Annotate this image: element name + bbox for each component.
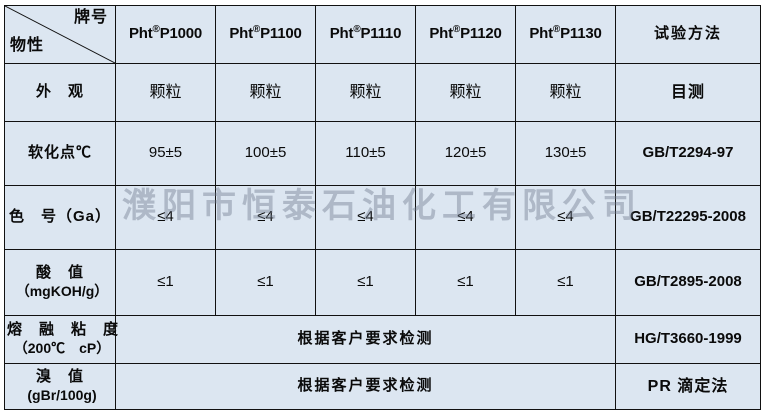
registered-trademark-icon: ® bbox=[452, 24, 461, 36]
table-row-color-number: 色 号（Ga） ≤4 ≤4 ≤4 ≤4 ≤4 GB/T22295-2008 bbox=[4, 185, 761, 250]
cell-acid-value-p1000: ≤1 bbox=[115, 249, 216, 316]
cell-method-bromine-value: PR 滴定法 bbox=[615, 363, 761, 410]
cell-appearance-p1100: 颗粒 bbox=[215, 63, 316, 122]
row-label-unit: （200℃ cP） bbox=[13, 340, 111, 357]
cell-acid-value-p1120: ≤1 bbox=[415, 249, 516, 316]
cell-acid-value-p1100: ≤1 bbox=[215, 249, 316, 316]
row-label-main: 熔 融 粘 度 bbox=[7, 321, 120, 339]
cell-color-number-p1110: ≤4 bbox=[315, 185, 416, 250]
grade-model: P1100 bbox=[260, 25, 302, 43]
corner-brand-label: 牌号 bbox=[73, 9, 108, 26]
cell-color-number-p1000: ≤4 bbox=[115, 185, 216, 250]
cell-method-color-number: GB/T22295-2008 bbox=[615, 185, 761, 250]
product-specification-table: 牌号 物性 Pht®P1000 Pht®P1100 Pht®P1110 Pht®… bbox=[4, 5, 761, 410]
column-header-test-method: 试验方法 bbox=[615, 5, 761, 64]
row-label-main: 酸 值 bbox=[35, 264, 84, 282]
table-header-row: 牌号 物性 Pht®P1000 Pht®P1100 Pht®P1110 Pht®… bbox=[4, 5, 761, 64]
grade-model: P1120 bbox=[460, 25, 502, 43]
table-row-melt-viscosity: 熔 融 粘 度 （200℃ cP） 根据客户要求检测 HG/T3660-1999 bbox=[4, 315, 761, 364]
grade-model: P1130 bbox=[560, 25, 602, 43]
row-label-color-number: 色 号（Ga） bbox=[4, 185, 116, 250]
table-row-softening-point: 软化点℃ 95±5 100±5 110±5 120±5 130±5 GB/T22… bbox=[4, 121, 761, 186]
cell-method-acid-value: GB/T2895-2008 bbox=[615, 249, 761, 316]
row-label-main: 色 号（Ga） bbox=[8, 208, 111, 226]
registered-trademark-icon: ® bbox=[353, 24, 361, 36]
registered-trademark-icon: ® bbox=[552, 24, 561, 36]
cell-softening-point-p1120: 120±5 bbox=[415, 121, 516, 186]
grade-prefix: Pht bbox=[429, 25, 453, 43]
column-header-p1130: Pht®P1130 bbox=[515, 5, 616, 64]
row-label-melt-viscosity: 熔 融 粘 度 （200℃ cP） bbox=[4, 315, 120, 364]
cell-method-appearance: 目测 bbox=[615, 63, 761, 122]
row-label-main: 软化点℃ bbox=[27, 144, 92, 162]
row-label-unit: (gBr/100g) bbox=[27, 387, 97, 404]
cell-color-number-p1120: ≤4 bbox=[415, 185, 516, 250]
cell-softening-point-p1000: 95±5 bbox=[115, 121, 216, 186]
grade-prefix: Pht bbox=[128, 25, 153, 43]
table-row-bromine-value: 溴 值 (gBr/100g) 根据客户要求检测 PR 滴定法 bbox=[4, 363, 761, 410]
corner-diagonal-header: 牌号 物性 bbox=[4, 5, 116, 64]
column-header-p1110: Pht®P1110 bbox=[315, 5, 416, 64]
grade-prefix: Pht bbox=[229, 25, 253, 43]
cell-softening-point-p1110: 110±5 bbox=[315, 121, 416, 186]
cell-appearance-p1000: 颗粒 bbox=[115, 63, 216, 122]
cell-color-number-p1130: ≤4 bbox=[515, 185, 616, 250]
cell-appearance-p1130: 颗粒 bbox=[515, 63, 616, 122]
column-header-p1000: Pht®P1000 bbox=[115, 5, 216, 64]
cell-method-melt-viscosity: HG/T3660-1999 bbox=[615, 315, 761, 364]
column-header-p1120: Pht®P1120 bbox=[415, 5, 516, 64]
cell-appearance-p1110: 颗粒 bbox=[315, 63, 416, 122]
row-label-unit: （mgKOH/g） bbox=[15, 283, 109, 300]
cell-melt-viscosity-merged: 根据客户要求检测 bbox=[115, 315, 616, 364]
cell-color-number-p1100: ≤4 bbox=[215, 185, 316, 250]
row-label-appearance: 外 观 bbox=[4, 63, 116, 122]
cell-method-softening-point: GB/T2294-97 bbox=[615, 121, 761, 186]
registered-trademark-icon: ® bbox=[252, 24, 261, 36]
cell-softening-point-p1130: 130±5 bbox=[515, 121, 616, 186]
cell-acid-value-p1130: ≤1 bbox=[515, 249, 616, 316]
row-label-acid-value: 酸 值 （mgKOH/g） bbox=[4, 249, 116, 316]
column-header-p1100: Pht®P1100 bbox=[215, 5, 316, 64]
table-row-appearance: 外 观 颗粒 颗粒 颗粒 颗粒 颗粒 目测 bbox=[4, 63, 761, 122]
row-label-main: 外 观 bbox=[35, 83, 84, 101]
table-row-acid-value: 酸 值 （mgKOH/g） ≤1 ≤1 ≤1 ≤1 ≤1 GB/T2895-20… bbox=[4, 249, 761, 316]
grade-prefix: Pht bbox=[529, 25, 553, 43]
cell-appearance-p1120: 颗粒 bbox=[415, 63, 516, 122]
row-label-main: 溴 值 bbox=[35, 368, 84, 386]
row-label-softening-point: 软化点℃ bbox=[4, 121, 116, 186]
cell-bromine-value-merged: 根据客户要求检测 bbox=[115, 363, 616, 410]
corner-property-label: 物性 bbox=[10, 37, 45, 54]
cell-acid-value-p1110: ≤1 bbox=[315, 249, 416, 316]
row-label-bromine-value: 溴 值 (gBr/100g) bbox=[4, 363, 116, 410]
grade-prefix: Pht bbox=[329, 25, 354, 43]
grade-model: P1000 bbox=[159, 25, 203, 43]
registered-trademark-icon: ® bbox=[152, 24, 160, 36]
diagonal-divider-icon bbox=[5, 6, 115, 63]
grade-model: P1110 bbox=[360, 25, 402, 43]
cell-softening-point-p1100: 100±5 bbox=[215, 121, 316, 186]
